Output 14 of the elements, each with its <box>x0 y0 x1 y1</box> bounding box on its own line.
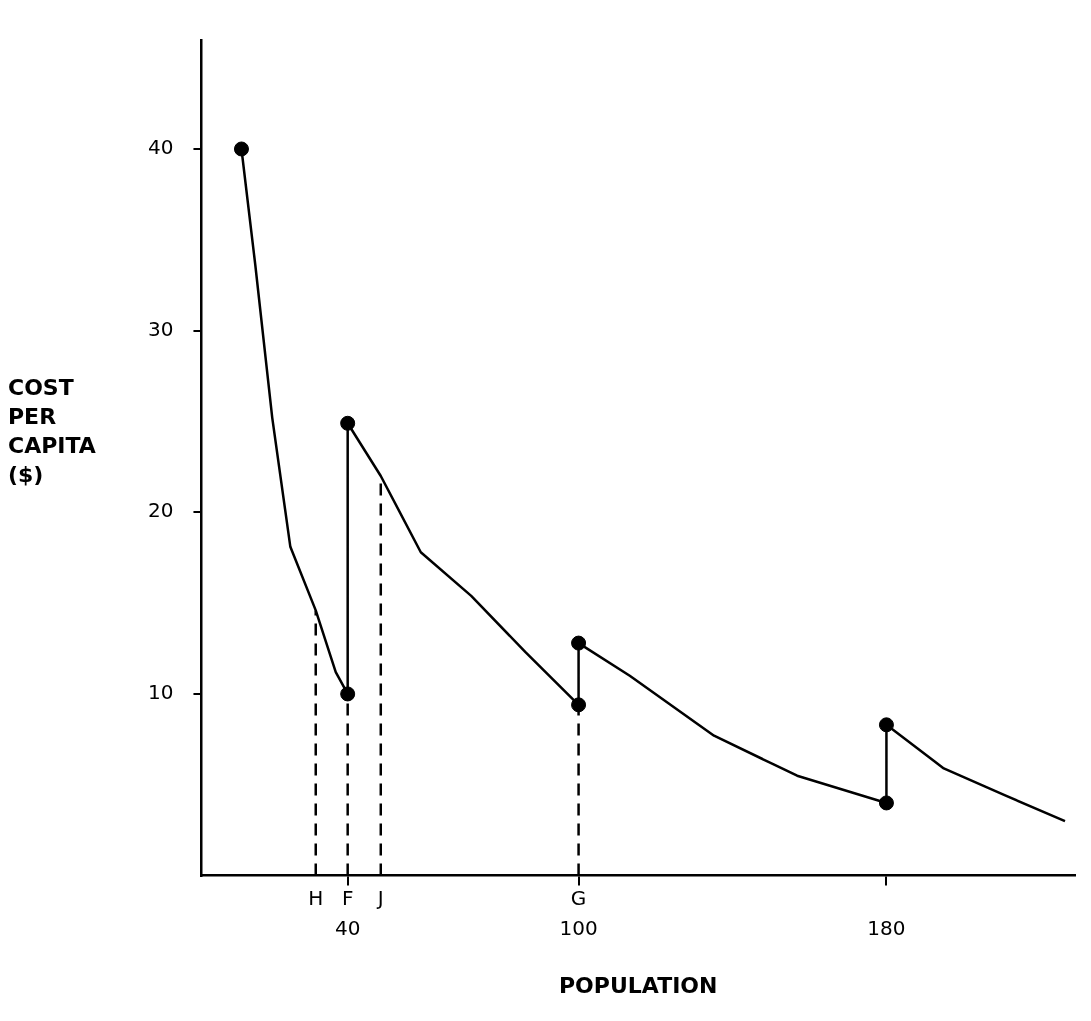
annotation: J <box>375 885 384 910</box>
x-tick-label: 180 <box>867 915 906 940</box>
y-tick-label: 20 <box>148 498 174 523</box>
point <box>233 141 249 157</box>
annotation: F <box>341 885 354 910</box>
x-tick-label: 40 <box>334 915 361 940</box>
y-tick-label: 30 <box>148 316 174 341</box>
x-tick-label: 100 <box>559 915 598 940</box>
annotation: H <box>308 885 324 910</box>
x-axis-title: POPULATION <box>558 972 718 998</box>
y-tick-label: 40 <box>148 135 174 160</box>
y-axis-title: COST PER CAPITA ($) <box>8 374 97 489</box>
annotation: G <box>570 885 587 910</box>
y-tick-label: 10 <box>148 680 174 705</box>
